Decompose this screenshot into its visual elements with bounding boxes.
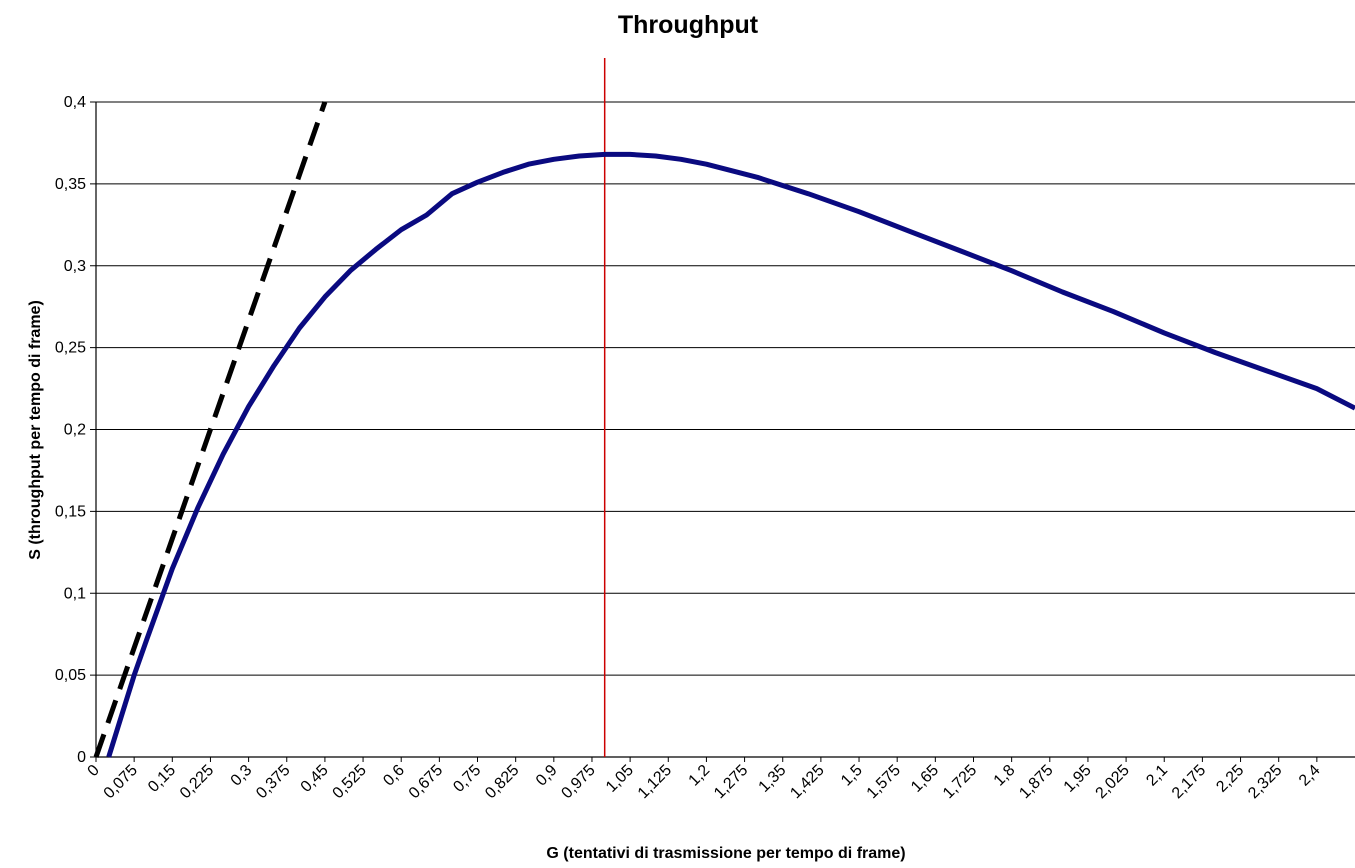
- x-tick-label: 0,6: [380, 762, 408, 790]
- x-tick-label: 2,325: [1245, 762, 1285, 802]
- x-tick-label: 0,9: [533, 762, 561, 790]
- y-tick-label: 0,1: [64, 585, 86, 602]
- x-tick-label: 1,95: [1061, 762, 1095, 796]
- x-tick-label: 0: [85, 762, 103, 780]
- x-tick-label: 1,875: [1016, 762, 1056, 802]
- x-tick-label: 2,175: [1169, 762, 1209, 802]
- x-tick-label: 0,15: [145, 762, 179, 796]
- x-tick-label: 0,75: [450, 762, 484, 796]
- y-axis-label: S (throughput per tempo di frame): [27, 300, 44, 560]
- x-tick-label: 0,825: [482, 762, 522, 802]
- x-tick-label: 1,125: [635, 762, 675, 802]
- x-tick-label: 1,725: [940, 762, 980, 802]
- x-tick-label: 0,3: [228, 762, 256, 790]
- y-tick-label: 0,2: [64, 422, 86, 439]
- x-tick-label: 2,25: [1213, 762, 1247, 796]
- y-tick-label: 0,3: [64, 258, 86, 275]
- x-tick-label: 1,05: [603, 762, 637, 796]
- x-tick-label: 0,675: [406, 762, 446, 802]
- x-tick-label: 2,025: [1093, 762, 1133, 802]
- y-tick-label: 0: [77, 749, 86, 766]
- x-axis-label: G (tentativi di trasmissione per tempo d…: [546, 845, 905, 862]
- gridlines: [90, 101, 1355, 762]
- y-tick-labels: 0 0,05 0,1 0,15 0,2 0,25 0,3 0,35 0,4: [55, 94, 86, 766]
- x-tick-label: 0,975: [558, 762, 598, 802]
- axes: [95, 102, 1355, 758]
- y-tick-label: 0,05: [55, 667, 86, 684]
- x-tick-label: 1,575: [864, 762, 904, 802]
- x-tick-label: 0,225: [177, 762, 217, 802]
- dashed-series-line: [93, 101, 328, 758]
- x-tick-label: 1,5: [838, 762, 866, 790]
- x-tick-label: 0,525: [330, 762, 370, 802]
- x-tick-label: 2,4: [1296, 762, 1324, 790]
- x-tick-label: 0,45: [298, 762, 332, 796]
- y-tick-label: 0,4: [64, 94, 86, 111]
- throughput-curve: [106, 151, 1355, 758]
- x-tick-labels: 00,075 0,150,225 0,30,375 0,450,525 0,60,675…: [85, 762, 1324, 802]
- x-tick-label: 1,8: [991, 762, 1019, 790]
- x-tick-label: 0,375: [253, 762, 293, 802]
- y-tick-label: 0,25: [55, 340, 86, 357]
- x-tick-label: 1,65: [908, 762, 942, 796]
- y-tick-label: 0,15: [55, 503, 86, 520]
- series-group: [93, 58, 1355, 758]
- chart-title: Throughput: [618, 11, 759, 39]
- x-tick-label: 1,275: [711, 762, 751, 802]
- x-tick-label: 1,35: [756, 762, 790, 796]
- y-tick-label: 0,35: [55, 176, 86, 193]
- x-tick-label: 2,1: [1143, 762, 1171, 790]
- x-tick-label: 1,425: [787, 762, 827, 802]
- x-tick-label: 1,2: [685, 762, 713, 790]
- x-tick-label: 0,075: [101, 762, 141, 802]
